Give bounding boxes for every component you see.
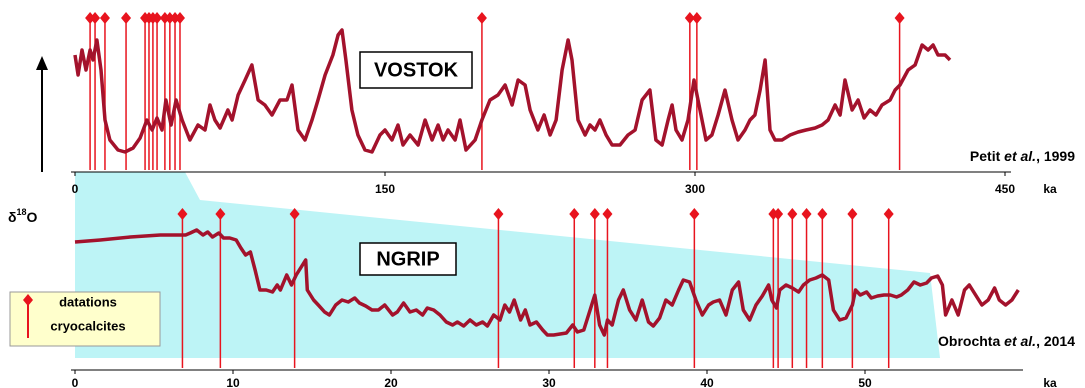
source-etal: et al.: [1004, 148, 1036, 164]
datation-diamond: [847, 208, 858, 220]
datation-diamond: [773, 208, 784, 220]
datation-diamond: [289, 208, 300, 220]
x-tick-label: 0: [72, 182, 79, 196]
chart-title: NGRIP: [376, 248, 439, 270]
datation-diamond: [152, 12, 163, 24]
legend-label: cryocalcites: [50, 318, 125, 333]
x-tick-label: 300: [685, 182, 705, 196]
source: Obrochta et al., 2014: [938, 333, 1075, 349]
x-tick-label: 50: [858, 376, 872, 388]
legend-diamond: [23, 294, 33, 306]
datation-diamond: [589, 208, 600, 220]
datation-diamond: [569, 208, 580, 220]
x-tick-label: 150: [375, 182, 395, 196]
datation-diamond: [476, 12, 487, 24]
datation-diamond: [801, 208, 812, 220]
chart-title: VOSTOK: [374, 59, 459, 81]
datation-diamond: [691, 12, 702, 24]
datation-diamond: [164, 12, 175, 24]
datation-diamond: [99, 12, 110, 24]
y-axis-label: δ18O: [8, 207, 38, 224]
datation-diamond: [493, 208, 504, 220]
source-author: Petit: [970, 148, 1004, 164]
data-line: [73, 28, 952, 154]
source-etal: et al.: [1004, 333, 1036, 349]
legend-box: [9, 291, 161, 347]
source-year: , 2014: [1036, 333, 1075, 349]
datation-diamond: [90, 12, 101, 24]
data-line: [74, 228, 1020, 337]
datation-diamond: [602, 208, 613, 220]
y-label-symbol: δ: [8, 209, 17, 225]
datation-diamond: [883, 208, 894, 220]
datation-diamond: [894, 12, 905, 24]
x-unit: ka: [1043, 182, 1057, 196]
x-tick-label: 450: [995, 182, 1015, 196]
title-box: [359, 242, 457, 276]
datation-diamond: [121, 12, 132, 24]
source: Petit et al., 1999: [970, 148, 1075, 164]
datation-diamond: [174, 12, 185, 24]
datation-diamond: [177, 208, 188, 220]
y-label-superscript: 18: [17, 207, 27, 217]
x-unit: ka: [1043, 376, 1057, 388]
source-year: , 1999: [1036, 148, 1075, 164]
y-label-element: O: [27, 209, 38, 225]
x-tick-label: 40: [700, 376, 714, 388]
legend-label: datations: [59, 294, 117, 309]
datation-diamond: [684, 12, 695, 24]
datation-diamond: [689, 208, 700, 220]
x-tick-label: 20: [384, 376, 398, 388]
source-author: Obrochta: [938, 333, 1004, 349]
x-tick-label: 10: [226, 376, 240, 388]
x-tick-label: 30: [542, 376, 556, 388]
datation-diamond: [787, 208, 798, 220]
datation-diamond: [215, 208, 226, 220]
title-box: [359, 51, 473, 89]
correlation-shading: [75, 172, 940, 358]
y-arrow-head: [36, 56, 48, 70]
x-tick-label: 0: [72, 376, 79, 388]
datation-diamond: [817, 208, 828, 220]
